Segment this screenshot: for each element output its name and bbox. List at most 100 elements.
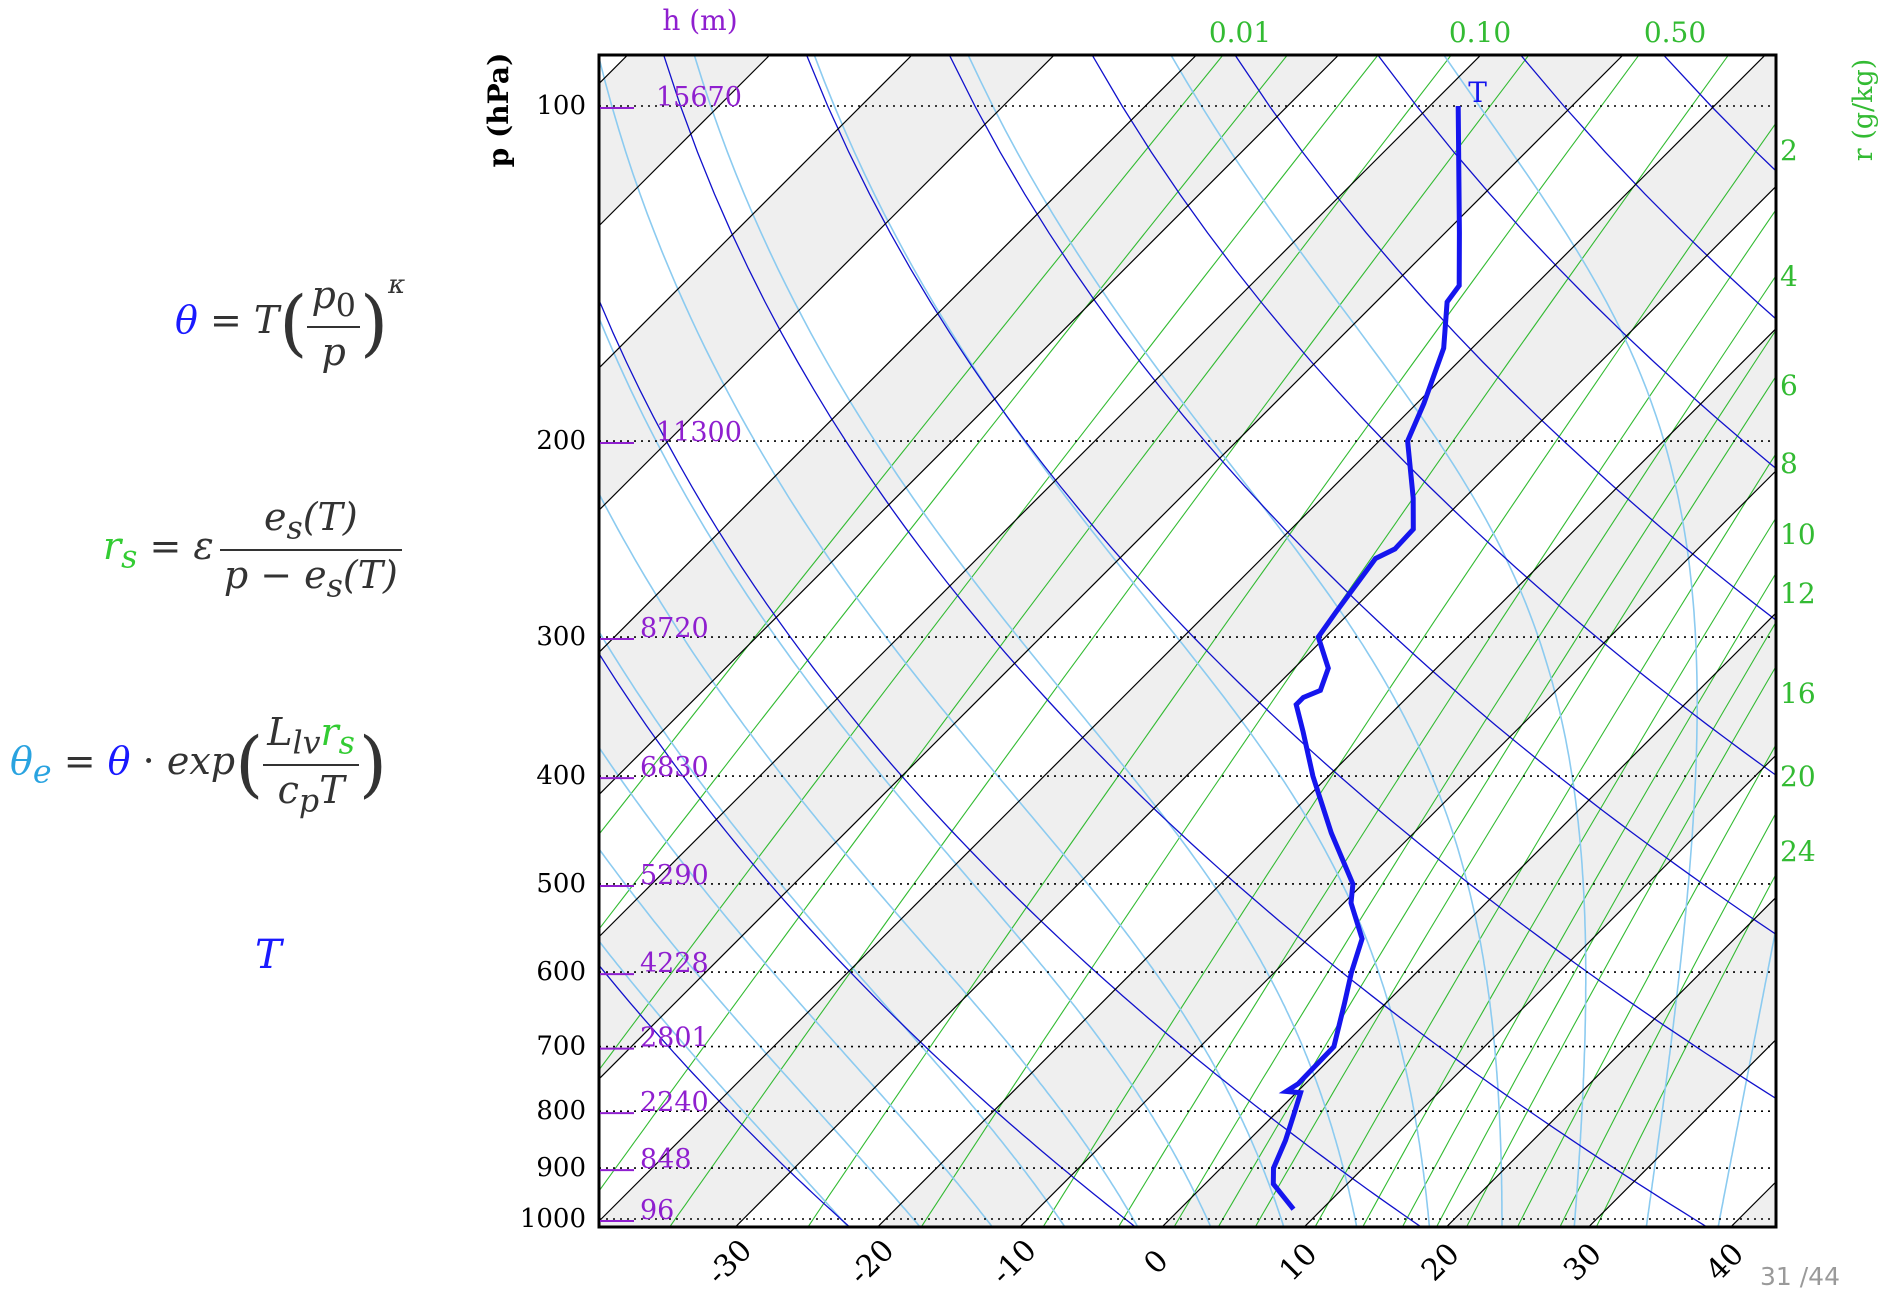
isotherm-line bbox=[1161, 612, 1776, 1227]
mixing-ratio-line bbox=[1042, 122, 1776, 1227]
moist-adiabat bbox=[1170, 55, 1587, 1227]
mixing-ratio-line bbox=[1465, 665, 1776, 1227]
height-label: 15670 bbox=[656, 82, 742, 113]
exp-fraction: Llvrs cpT bbox=[263, 710, 359, 819]
rs-symbol: rs bbox=[103, 524, 137, 576]
moist-adiabat bbox=[599, 745, 994, 1227]
isotherm-line bbox=[599, 55, 1055, 512]
dry-adiabat bbox=[599, 298, 1423, 1227]
cp-subscript: p bbox=[298, 783, 320, 820]
denominator-subscript: s bbox=[326, 568, 343, 605]
mixing-ratio-line bbox=[807, 55, 1640, 1227]
mixing-ratio-line bbox=[599, 55, 1379, 1071]
mixing-ratio-line bbox=[1362, 516, 1776, 1227]
denominator-T: T bbox=[319, 767, 345, 812]
isotherm-line bbox=[0, 55, 485, 1243]
height-label: 4228 bbox=[640, 948, 709, 979]
mixing-ratio-line bbox=[1401, 572, 1776, 1227]
height-label: 848 bbox=[640, 1144, 692, 1175]
epsilon-term: = ε bbox=[149, 524, 214, 569]
mixing-ratio-line bbox=[599, 55, 1224, 836]
temperature-tick-label: 0 bbox=[1137, 1243, 1175, 1281]
isotherm-band bbox=[0, 55, 485, 1243]
es-subscript: s bbox=[286, 510, 303, 547]
height-label: 2240 bbox=[640, 1087, 709, 1118]
mixing-ratio-right-label: 6 bbox=[1780, 369, 1798, 402]
pressure-tick-label: 400 bbox=[536, 761, 586, 791]
pressure-tick-label: 600 bbox=[536, 957, 586, 987]
equals-sign: = bbox=[209, 298, 242, 342]
pressure-tick-label: 800 bbox=[536, 1096, 586, 1126]
mixing-ratio-line bbox=[1559, 811, 1776, 1227]
es-argument: (T) bbox=[302, 495, 358, 539]
moist-adiabat bbox=[693, 55, 1358, 1227]
temperature-label: T bbox=[255, 932, 282, 978]
mixing-ratio-top-label: 0.50 bbox=[1644, 16, 1706, 49]
moist-adiabat bbox=[599, 491, 1139, 1227]
rs-subscript: s bbox=[121, 539, 138, 576]
pressure-axis-title: p (hPa) bbox=[482, 53, 515, 168]
isotherm-line bbox=[599, 55, 1339, 796]
mixing-ratio-line bbox=[1595, 873, 1776, 1227]
mixing-ratio-line bbox=[1173, 274, 1776, 1227]
rs-fraction: es(T) p − es(T) bbox=[219, 495, 402, 605]
moist-adiabat bbox=[599, 630, 1066, 1227]
isotherm-line bbox=[734, 185, 1776, 1227]
isotherm-line bbox=[876, 327, 1776, 1227]
mixing-ratio-right-label: 8 bbox=[1780, 447, 1798, 480]
isotherm-line bbox=[599, 55, 1197, 654]
moist-adiabat bbox=[599, 55, 1285, 1227]
isotherm-line bbox=[1587, 1038, 1776, 1227]
height-label: 5290 bbox=[640, 860, 709, 891]
mixing-ratio-line bbox=[599, 55, 1452, 1192]
isotherm-line bbox=[599, 55, 1624, 1080]
pressure-tick-label: 200 bbox=[536, 426, 586, 456]
height-label: 11300 bbox=[656, 417, 742, 448]
es-letter: e bbox=[263, 495, 287, 539]
isotherm-line bbox=[0, 55, 201, 1243]
moist-adiabat bbox=[599, 939, 850, 1227]
temperature-tick-label: 40 bbox=[1699, 1236, 1751, 1288]
dry-adiabat bbox=[1091, 55, 1776, 777]
dry-adiabat bbox=[948, 55, 1776, 936]
dry-adiabat bbox=[805, 55, 1776, 1100]
isotherm-line bbox=[1018, 469, 1776, 1227]
height-axis-title: h (m) bbox=[662, 4, 737, 37]
denominator-prefix: p − e bbox=[223, 552, 327, 597]
mixing-ratio-top-label: 0.10 bbox=[1449, 16, 1511, 49]
rs-letter: r bbox=[103, 524, 122, 569]
height-label: 2801 bbox=[640, 1023, 709, 1054]
temperature-tick-label: 30 bbox=[1557, 1236, 1609, 1288]
moist-adiabat bbox=[813, 55, 1431, 1227]
dry-adiabat bbox=[1234, 55, 1776, 622]
theta-e-equation: θe = θ · exp(Llvrs cpT) bbox=[10, 710, 388, 820]
pressure-tick-label: 1000 bbox=[520, 1204, 586, 1234]
pressure-ratio: p0 p bbox=[307, 272, 360, 375]
mixing-ratio-line bbox=[599, 55, 1288, 930]
height-label: 8720 bbox=[640, 613, 709, 644]
isotherm-line bbox=[1303, 754, 1776, 1227]
isotherm-line bbox=[0, 55, 343, 1243]
temperature-tick-label: -20 bbox=[842, 1233, 901, 1292]
theta-factor: θ bbox=[107, 739, 131, 784]
rs-factor-subscript: s bbox=[338, 725, 355, 762]
rs-factor: rs bbox=[321, 710, 355, 762]
moist-adiabat bbox=[599, 847, 922, 1227]
mixing-ratio-right-label: 20 bbox=[1780, 760, 1816, 793]
mixing-ratio-right-label: 12 bbox=[1780, 577, 1816, 610]
isotherm-line bbox=[1445, 896, 1776, 1227]
pressure-symbol: p bbox=[321, 330, 346, 375]
mixing-ratio-right-label: 2 bbox=[1780, 134, 1798, 167]
isotherm-line bbox=[599, 55, 913, 369]
mixing-ratio-right-label: 4 bbox=[1780, 260, 1798, 293]
mixing-ratio-right-label: 16 bbox=[1780, 677, 1816, 710]
mixing-ratio-line bbox=[1217, 328, 1776, 1227]
mixing-ratio-right-label: 24 bbox=[1780, 835, 1816, 868]
mixing-ratio-right-label: 10 bbox=[1780, 518, 1816, 551]
latent-heat-letter: L bbox=[267, 710, 293, 754]
dry-adiabat bbox=[599, 964, 851, 1227]
dot-operator: · bbox=[142, 739, 155, 784]
reference-pressure: p bbox=[311, 272, 336, 317]
page-number: 31 /44 bbox=[1760, 1262, 1840, 1291]
